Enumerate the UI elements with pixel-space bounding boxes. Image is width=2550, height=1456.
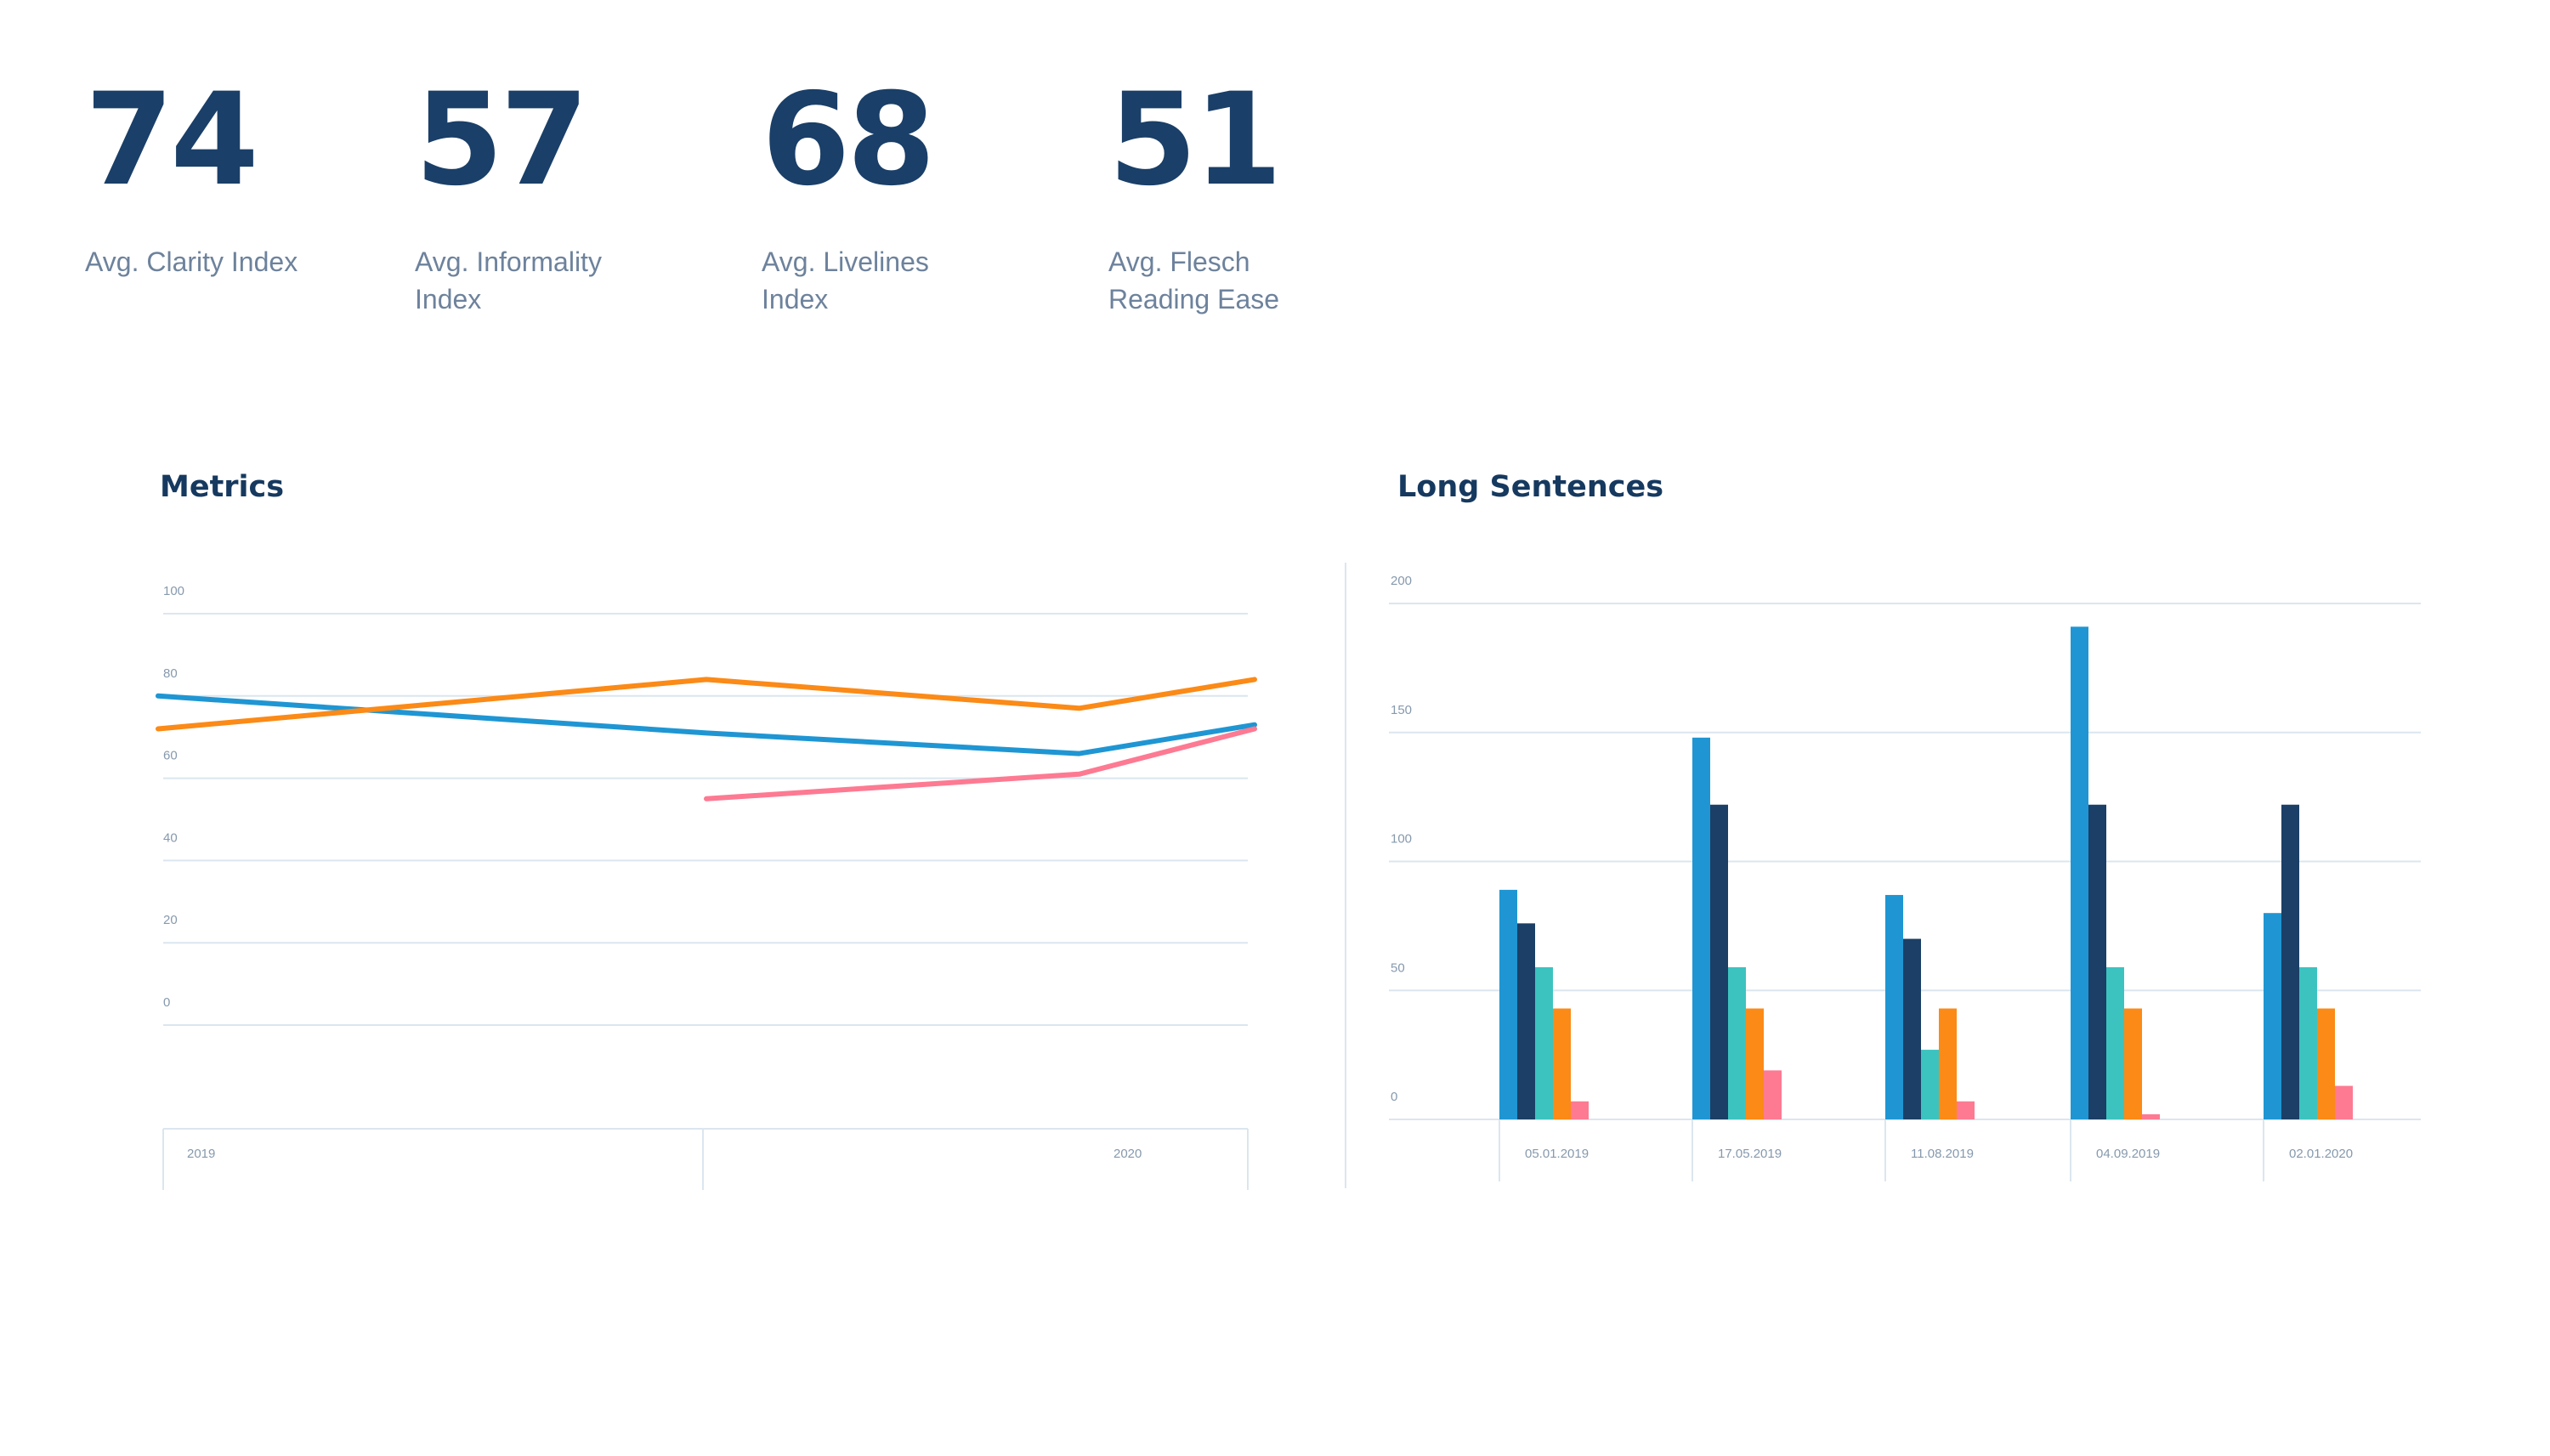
stat-value: 68	[762, 66, 936, 214]
y-tick-label: 40	[163, 830, 178, 845]
y-tick-label: 0	[163, 995, 170, 1010]
line-series	[156, 677, 1257, 732]
stat-flesch: 51 Avg. Flesch Reading Ease	[1108, 76, 1380, 318]
y-tick-label: 0	[1391, 1090, 1397, 1104]
bar	[1535, 966, 1553, 1119]
x-tick-label: 11.08.2019	[1911, 1147, 1974, 1161]
y-tick-label: 60	[163, 749, 178, 763]
bar	[2106, 966, 2124, 1119]
bar	[1517, 923, 1535, 1119]
bar	[1499, 889, 1517, 1119]
bar	[2281, 804, 2299, 1119]
long-sentences-chart-title: Long Sentences	[1397, 470, 1664, 504]
bar	[1710, 804, 1728, 1119]
y-tick-label: 200	[1391, 574, 1412, 588]
bar	[2088, 804, 2106, 1119]
stat-clarity: 74 Avg. Clarity Index	[85, 76, 357, 280]
bar	[1571, 1101, 1589, 1119]
stat-value: 57	[415, 66, 589, 214]
bar	[1553, 1008, 1571, 1119]
stat-label: Avg. Informality Index	[415, 246, 602, 314]
stat-liveliness: 68 Avg. Livelines Index	[762, 76, 1034, 318]
bar	[1728, 966, 1746, 1119]
x-tick-label: 04.09.2019	[2096, 1147, 2160, 1161]
y-tick-label: 100	[163, 584, 184, 598]
line-series	[704, 726, 1257, 802]
bar	[1939, 1008, 1957, 1119]
y-tick-label: 100	[1391, 832, 1412, 847]
bar	[2335, 1085, 2353, 1119]
bar	[2124, 1008, 2142, 1119]
x-tick-label: 2020	[1114, 1147, 1142, 1161]
y-tick-label: 150	[1391, 703, 1412, 717]
x-tick-label: 02.01.2020	[2289, 1147, 2353, 1161]
x-tick-label: 05.01.2019	[1525, 1147, 1589, 1161]
y-tick-label: 20	[163, 913, 178, 927]
bar	[1885, 894, 1903, 1119]
stat-value: 51	[1108, 66, 1283, 214]
bar	[2071, 626, 2088, 1119]
bar	[2317, 1008, 2335, 1119]
line-series	[156, 693, 1257, 756]
bar	[1957, 1101, 1975, 1119]
chart-divider	[1345, 563, 1346, 1188]
bar	[2299, 966, 2317, 1119]
bar	[1692, 737, 1710, 1119]
bar	[1921, 1050, 1939, 1119]
stat-informality: 57 Avg. Informality Index	[415, 76, 687, 318]
bar	[2264, 913, 2281, 1119]
bar	[2142, 1113, 2160, 1119]
metrics-chart-title: Metrics	[160, 470, 285, 504]
y-tick-label: 50	[1391, 960, 1405, 975]
bar	[1903, 938, 1921, 1119]
x-tick-label: 17.05.2019	[1718, 1147, 1782, 1161]
stat-label: Avg. Livelines Index	[762, 246, 929, 314]
x-tick-label: 2019	[187, 1147, 215, 1161]
stat-value: 74	[85, 66, 259, 214]
stat-label: Avg. Clarity Index	[85, 246, 298, 277]
bar	[1746, 1008, 1764, 1119]
y-tick-label: 80	[163, 666, 178, 681]
stat-label: Avg. Flesch Reading Ease	[1108, 246, 1280, 314]
bar	[1764, 1070, 1782, 1119]
